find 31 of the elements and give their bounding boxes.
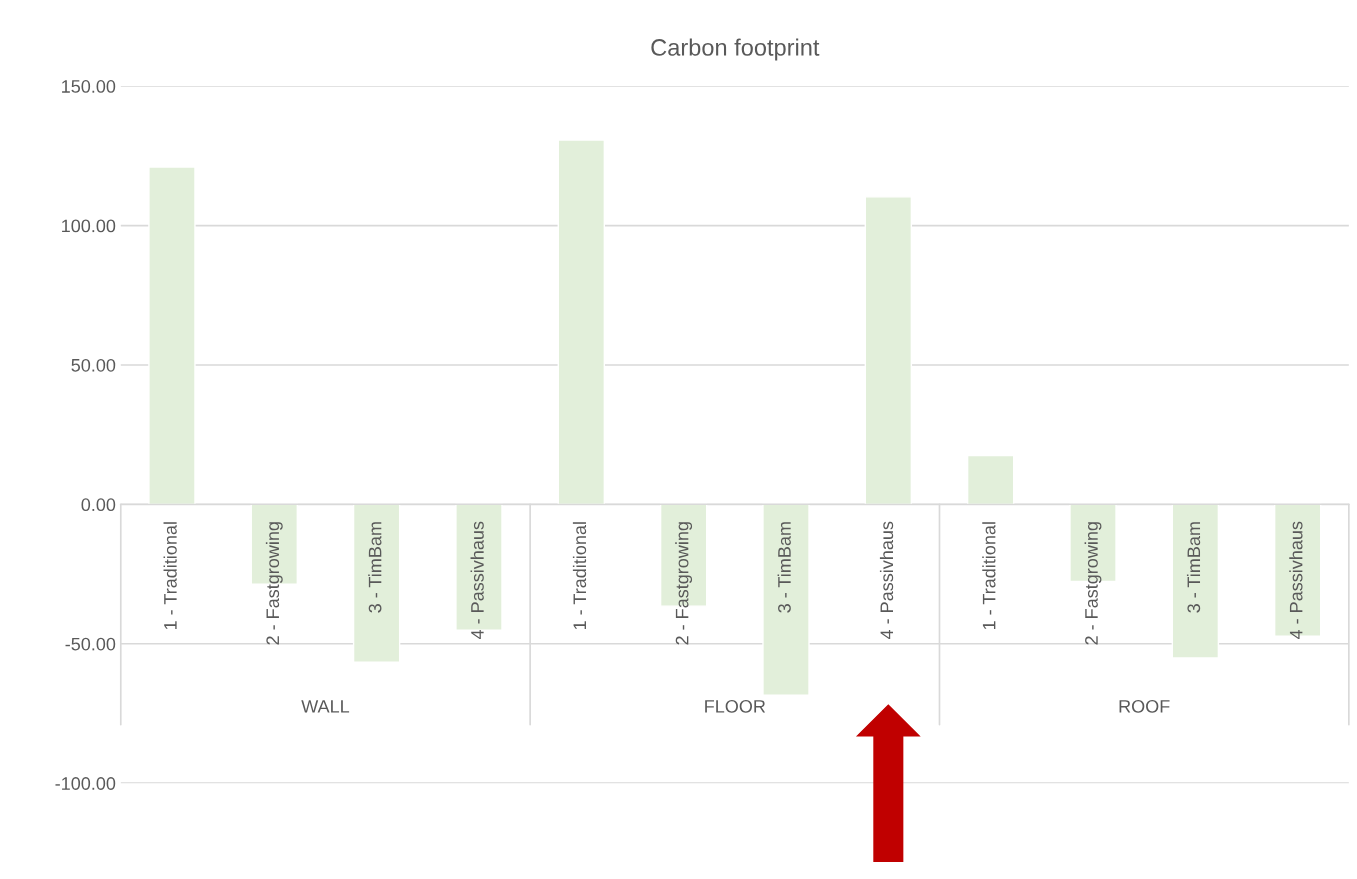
x-tick-label: 4 - Passivhaus <box>1289 521 1303 640</box>
annotation: ROOF <box>1119 699 1170 713</box>
x-tick-label: 3 - TimBam <box>777 522 791 613</box>
x-tick-label: 4 - Passivhaus <box>470 521 484 640</box>
bar <box>557 139 606 506</box>
x-tick-label: 3 - TimBam <box>368 522 382 613</box>
y-tick-label: -50.00 <box>65 637 116 651</box>
bar <box>762 503 810 696</box>
bar <box>966 454 1015 506</box>
annotation: WALL <box>301 700 350 713</box>
bar <box>864 196 913 506</box>
bar <box>352 503 401 663</box>
y-tick-label: -100.00 <box>55 777 116 790</box>
annotation: FLOOR <box>705 699 766 713</box>
x-tick-label: 3 - TimBam <box>1186 522 1201 613</box>
bar <box>148 166 196 506</box>
x-tick-label: 1 - Traditional <box>982 522 996 630</box>
y-tick-label: 0.00 <box>81 498 116 512</box>
x-tick-label: 4 - Passivhaus <box>879 521 894 640</box>
y-tick-label: 150.00 <box>62 80 116 93</box>
y-tick-label: 50.00 <box>71 358 116 372</box>
x-tick-label: 2 - Fastgrowing <box>1084 522 1102 645</box>
bar <box>455 503 503 631</box>
x-tick-label: 2 - Fastgrowing <box>675 522 693 645</box>
bar <box>1273 503 1322 637</box>
x-tick-label: 1 - Traditional <box>163 522 177 630</box>
chart-title: Carbon footprint <box>651 38 820 61</box>
y-tick-label: 100.00 <box>62 219 116 233</box>
bar <box>1171 503 1220 659</box>
x-tick-label: 2 - Fastgrowing <box>265 522 283 645</box>
x-tick-label: 1 - Traditional <box>572 522 587 630</box>
